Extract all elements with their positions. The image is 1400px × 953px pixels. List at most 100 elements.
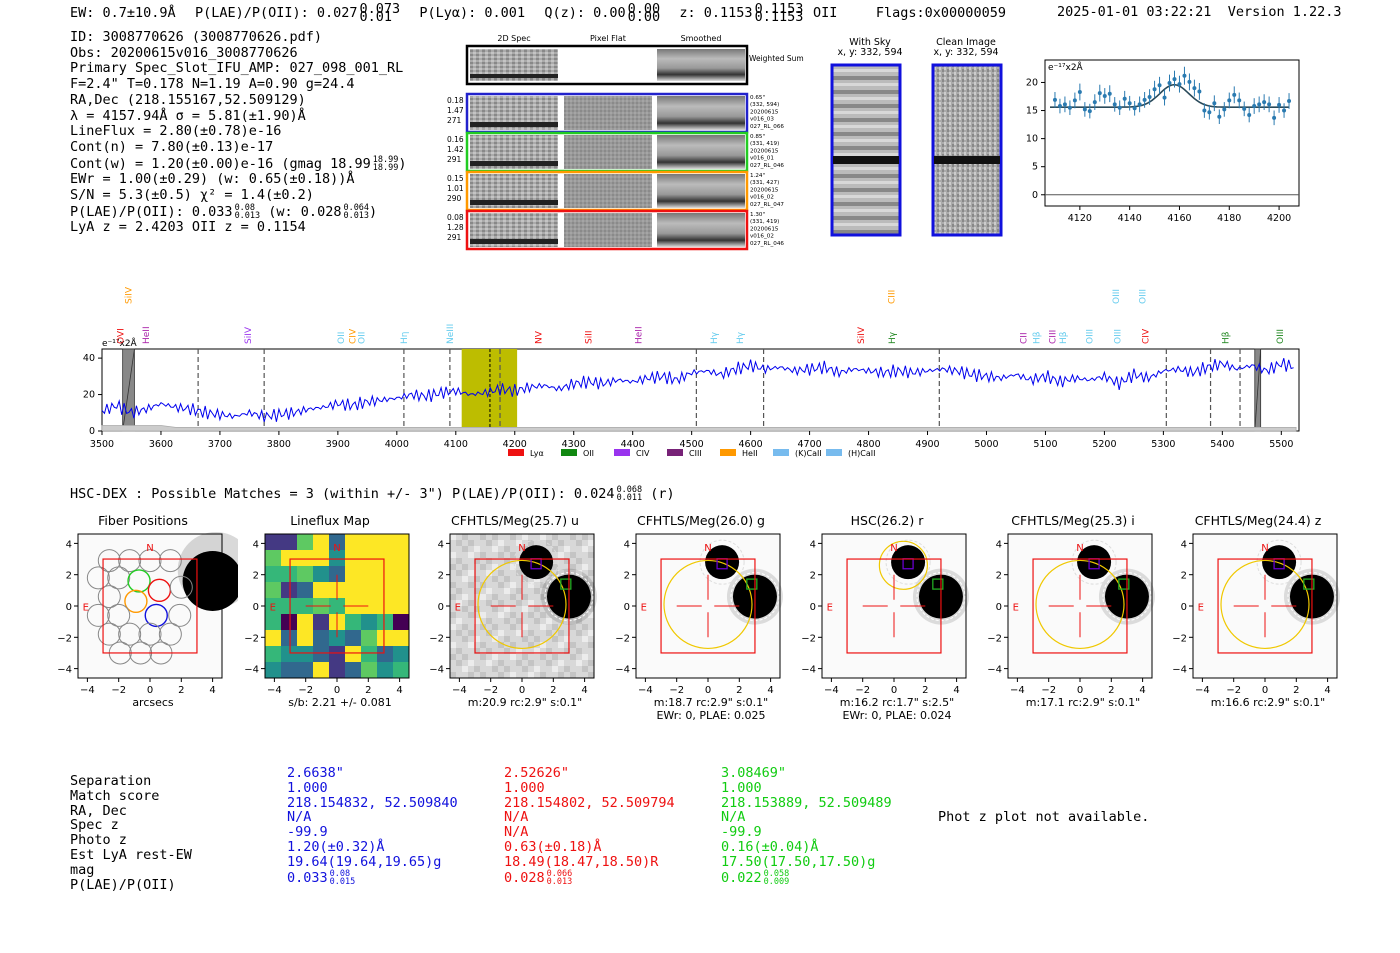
zoom-xtick-label: 4200 bbox=[1267, 213, 1291, 224]
col-title-smoothed: Smoothed bbox=[681, 34, 722, 43]
zoom-point bbox=[1177, 82, 1182, 87]
info-plae: P(LAE)/P(OII): 0.033 0.08 0.013 (w: 0.028 0… bbox=[70, 202, 406, 221]
aperture-circle bbox=[663, 559, 753, 650]
fiber-circle bbox=[124, 589, 148, 614]
info-obs: Obs: 20200615v016_3008770626 bbox=[70, 44, 298, 61]
info-plae-w-hi: 0.064 bbox=[343, 202, 370, 213]
fiber-stat: 0.18 bbox=[447, 96, 464, 105]
lineflux-pixel bbox=[313, 630, 330, 647]
panel-caption: m:20.9 rc:2.9" s:0.1" bbox=[430, 696, 620, 709]
spectrum-xtick-label: 4600 bbox=[739, 439, 763, 450]
spectral-line-label: CIII bbox=[888, 290, 898, 304]
lineflux-pixel bbox=[265, 598, 282, 615]
lineflux-pixel bbox=[265, 630, 282, 647]
panel-xtick-label: 2 bbox=[365, 685, 371, 696]
panel-ytick-label: 2 bbox=[624, 571, 630, 582]
lineflux-pixel bbox=[329, 534, 346, 551]
match-cell: 19.64(19.64,19.65)g bbox=[287, 854, 458, 870]
match-cell-value: N/A bbox=[721, 809, 746, 826]
source-aperture bbox=[513, 539, 559, 585]
spectrum-xtick-label: 4000 bbox=[385, 439, 409, 450]
north-label: N bbox=[1261, 543, 1268, 554]
legend-label: CIV bbox=[636, 449, 650, 458]
clean-title: Clean Image bbox=[936, 37, 996, 48]
zoom-point bbox=[1162, 95, 1167, 100]
panel-ytick-label: −2 bbox=[244, 633, 259, 644]
fiber-stat: 271 bbox=[447, 116, 462, 125]
aperture-circle bbox=[1035, 559, 1125, 650]
panel-caption-line: m:18.7 rc:2.9" s:0.1" bbox=[653, 696, 769, 709]
zoom-point bbox=[1287, 98, 1292, 103]
search-box bbox=[1217, 558, 1313, 654]
panel-title: CFHTLS/Meg(26.0) g bbox=[637, 513, 765, 528]
panel-ytick-label: −2 bbox=[57, 633, 72, 644]
fiber-pixelflat bbox=[564, 174, 652, 208]
panel-xtick-label: 4 bbox=[209, 685, 215, 696]
east-label: E bbox=[1198, 603, 1204, 614]
match-row-labels: Separation Match score RA, Dec Spec z Ph… bbox=[70, 774, 192, 892]
header-z-tag: OII bbox=[812, 5, 838, 21]
spectrum-xtick-label: 4100 bbox=[444, 439, 468, 450]
panel-xtick-label: −2 bbox=[669, 685, 684, 696]
fiber-meta: 20200615 bbox=[750, 187, 779, 193]
fiber-cutouts: 2D Spec Pixel Flat Smoothed Weighted Sum… bbox=[447, 34, 804, 251]
fiber-stat: 1.42 bbox=[447, 145, 464, 154]
search-box bbox=[1032, 558, 1128, 654]
legend-swatch bbox=[614, 449, 630, 456]
header-timestamp-block: 2025-01-01 03:22:21 Version 1.22.3 bbox=[1057, 4, 1342, 20]
zoom-point bbox=[1262, 100, 1267, 105]
spectral-line-label: SiIV bbox=[244, 326, 254, 344]
panel-ytick-label: 4 bbox=[810, 539, 816, 550]
fiber-meta: (331, 419) bbox=[750, 219, 779, 225]
panel-xtick-label: −4 bbox=[1010, 685, 1025, 696]
lineflux-pixel bbox=[345, 662, 362, 679]
header-plae: P(LAE)/P(OII): 0.027 bbox=[194, 5, 358, 21]
lineflux-pixel bbox=[361, 662, 378, 679]
fiber-meta: 1.30" bbox=[750, 212, 765, 218]
lineflux-pixel bbox=[297, 550, 314, 567]
imaging-panel: N E −4 4 −2 2 0 0 2 −2 4 −4 bbox=[244, 533, 410, 696]
spectrum-ytick-label: 40 bbox=[83, 353, 95, 364]
panel-caption: m:18.7 rc:2.9" s:0.1" EWr: 0, PLAE: 0.025 bbox=[616, 696, 806, 722]
panel-title: CFHTLS/Meg(25.7) u bbox=[451, 513, 579, 528]
legend-swatch bbox=[720, 449, 736, 456]
panel-xtick-label: 0 bbox=[519, 685, 525, 696]
lineflux-pixel bbox=[377, 582, 394, 599]
lineflux-pixel bbox=[393, 646, 410, 663]
panel-xtick-label: −4 bbox=[638, 685, 653, 696]
spectrum-xtick-label: 4300 bbox=[562, 439, 586, 450]
zoom-unit-label: e⁻¹⁷x2Å bbox=[1048, 61, 1084, 73]
lineflux-pixel bbox=[377, 566, 394, 583]
zoom-point bbox=[1087, 109, 1092, 114]
info-primary: Primary Spec_Slot_IFU_AMP: 027_098_001_R… bbox=[70, 60, 404, 77]
panel-ytick-label: 2 bbox=[810, 571, 816, 582]
lineflux-pixel bbox=[281, 630, 298, 647]
match-cell-value: 1.000 bbox=[287, 779, 328, 796]
zoom-ytick-label: 0 bbox=[1032, 190, 1038, 201]
match-cell-value: 0.028 bbox=[504, 869, 545, 886]
fiber-circle bbox=[107, 603, 131, 627]
match-cell: 0.16(±0.04)Å bbox=[721, 840, 892, 855]
row-label-spec-z: Spec z bbox=[70, 817, 119, 834]
zoom-point bbox=[1217, 114, 1222, 119]
spectrum-unit-label: e⁻¹⁷x2Å bbox=[102, 337, 138, 349]
panel-xtick-label: −2 bbox=[855, 685, 870, 696]
legend-label: (H)CaII bbox=[848, 449, 875, 458]
east-label: E bbox=[270, 603, 276, 614]
spectral-line-label: Hβ bbox=[1221, 331, 1231, 344]
lineflux-pixel bbox=[265, 662, 282, 679]
lineflux-pixel bbox=[297, 646, 314, 663]
fiber-circle bbox=[144, 603, 168, 628]
match-cell: N/A bbox=[721, 810, 892, 825]
panel-ytick-label: −2 bbox=[1172, 633, 1187, 644]
zoom-point bbox=[1142, 97, 1147, 102]
match-cell: 0.033 0.08 0.015 bbox=[287, 869, 458, 886]
zoom-point bbox=[1117, 105, 1122, 110]
fiber-stat: 0.15 bbox=[447, 174, 464, 183]
zoom-point bbox=[1197, 89, 1202, 94]
panel-ytick-label: −2 bbox=[801, 633, 816, 644]
spectral-line-label: Hγ bbox=[710, 331, 720, 344]
panel-caption: m:16.2 rc:1.7" s:2.5" EWr: 0, PLAE: 0.024 bbox=[802, 696, 992, 722]
search-box bbox=[474, 558, 570, 654]
fiber-smoothed bbox=[657, 135, 745, 169]
